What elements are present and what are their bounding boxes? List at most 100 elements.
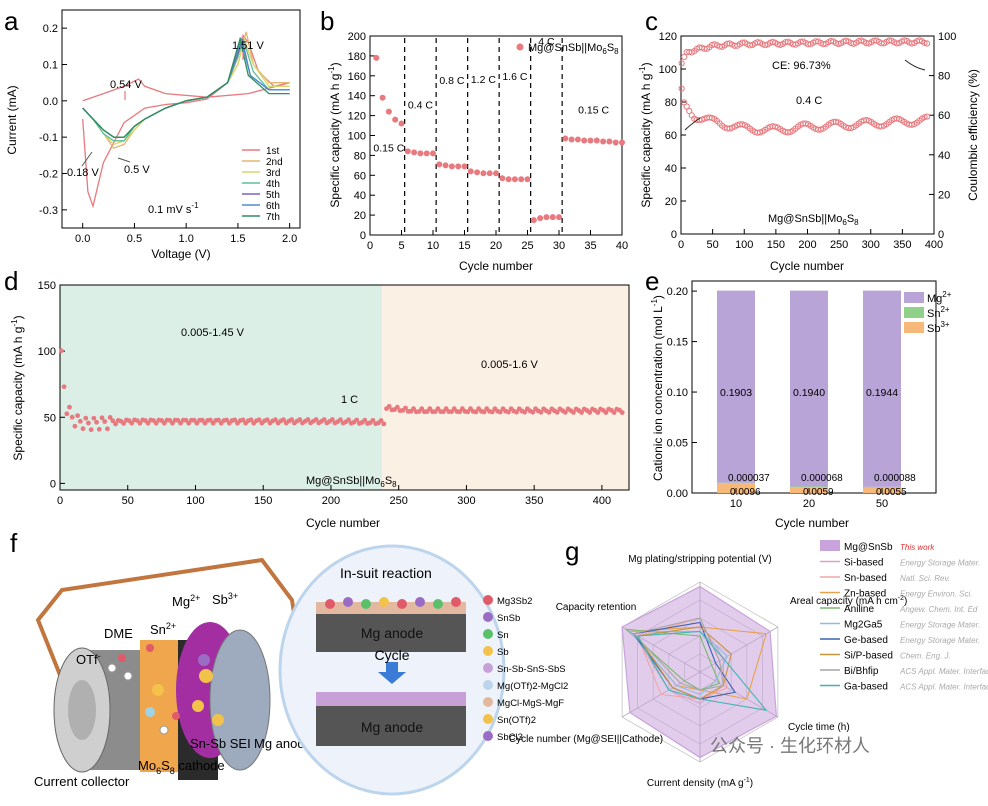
panel-b-point <box>385 108 392 115</box>
panel-d-plot-frame <box>59 284 630 491</box>
panel-c-ce-point <box>893 40 900 47</box>
panel-d-xtick-label: 100 <box>186 495 204 507</box>
panel-d-point <box>216 417 221 423</box>
panel-b-xtick-label: 15 <box>458 240 470 252</box>
panel-d-point <box>506 409 511 415</box>
panel-a-legend-label: 7th <box>266 212 280 223</box>
panel-d-point <box>562 409 568 415</box>
panel-b-xtick-label: 10 <box>427 240 439 252</box>
panel-d-region-2 <box>382 285 629 490</box>
panel-g-legend-swatch <box>820 540 840 551</box>
panel-d-point <box>264 417 270 423</box>
panel-b-xtick-label: 25 <box>521 240 533 252</box>
panel-b-xticks: 0 5 10 15 20 25 30 35 40 <box>367 230 628 252</box>
panel-a-xtick-label: 1.0 <box>179 233 194 245</box>
panel-d-point <box>232 417 238 423</box>
panel-d-ytick-label: 0 <box>50 478 56 490</box>
panel-d-xlabel: Cycle number <box>306 516 380 530</box>
panel-a-curve-3rd <box>82 36 290 146</box>
panel-g-legend-name: Si-based <box>844 558 883 569</box>
panel-d-point <box>603 410 609 415</box>
panel-c-ytick-label: 0 <box>671 229 677 241</box>
panel-c-xtick-label: 150 <box>767 239 785 251</box>
panel-f-sei-top <box>316 602 466 614</box>
panel-a: a 0.20.10.0-0.1-0.2-0.3 0.0 0.5 1.0 1.5 2.0 … <box>4 6 301 261</box>
panel-d-point <box>289 417 295 423</box>
panel-c-ylabel: Specific capacity (mA h g-1) <box>638 62 653 207</box>
panel-c-ytick-label: 60 <box>665 130 677 142</box>
panel-d-rate-label: 1 C <box>341 394 358 406</box>
panel-e-legend: Mg2+Sn2+Sb3+ <box>904 290 952 335</box>
panel-c-ytick-label: 20 <box>665 196 677 208</box>
panel-c-xtick-label: 250 <box>830 239 848 251</box>
panel-e-legend-label: Sb3+ <box>927 320 950 335</box>
panel-b-point <box>411 149 418 156</box>
panel-b-ytick-label: 20 <box>354 210 366 222</box>
panel-b-point <box>581 137 588 144</box>
panel-d-point <box>248 417 254 423</box>
panel-d-xtick-label: 250 <box>390 495 408 507</box>
panel-f-sb: Sb3+ <box>212 591 238 607</box>
panel-e: e 0.00 0.05 0.10 0.15 0.20 0.1903 0.000037 0.0… <box>645 266 952 530</box>
panel-f-legend-swatch <box>483 663 493 673</box>
panel-f-mg-anode: Mg anode <box>254 736 312 751</box>
panel-c-capacity-point <box>921 114 928 121</box>
panel-c-xtick-label: 350 <box>893 239 911 251</box>
panel-d-point <box>571 409 576 415</box>
panel-f-dme: DME <box>104 626 133 641</box>
panel-g-legend-name: Ga-based <box>844 682 888 693</box>
panel-a-curve-1st <box>82 33 290 209</box>
panel-e-bar-mg <box>790 290 828 487</box>
panel-d-point <box>538 409 544 415</box>
panel-c-capacity-point <box>802 120 809 127</box>
panel-f-anode-top <box>316 612 466 652</box>
panel-g-legend-ref: ACS Appl. Mater. Interfaces <box>899 667 988 676</box>
panel-d-point <box>522 409 528 415</box>
panel-b-point <box>493 170 499 177</box>
panel-d-point <box>153 420 159 426</box>
panel-d-point <box>161 420 167 426</box>
panel-b-point <box>404 148 411 155</box>
panel-b-xtick-label: 20 <box>490 240 502 252</box>
panel-b-xtick-label: 30 <box>553 240 565 252</box>
panel-b-point <box>593 137 600 144</box>
panel-d-point <box>91 415 97 421</box>
panel-g-letter: g <box>565 536 579 566</box>
panel-b-ytick-label: 60 <box>354 170 366 182</box>
panel-g-axis-label: Cycle time (h) <box>788 722 850 733</box>
panel-f-mg-anode-top: Mg anode <box>361 625 423 641</box>
panel-d-ytick-label: 50 <box>44 412 56 424</box>
panel-g-series-Ga-based <box>636 630 768 712</box>
panel-c-y2tick-label: 40 <box>938 150 950 162</box>
panel-b-rate-label: 0.15 C <box>373 142 404 154</box>
panel-c-ce-point <box>827 37 835 45</box>
panel-f: f OTf- DME Sn2+ <box>10 528 568 796</box>
panel-g-axis-label: Mg plating/stripping potential (V) <box>628 554 771 565</box>
panel-a-xticks: 0.0 0.5 1.0 1.5 2.0 <box>75 223 297 245</box>
panel-d-point <box>329 417 335 422</box>
panel-b-ytick-label: 0 <box>360 230 366 242</box>
panel-c-ce-point <box>842 37 850 44</box>
panel-e-ytick-label: 0.05 <box>667 438 688 450</box>
panel-g-series-Mg2Ga5 <box>628 630 728 696</box>
panel-c-capacity-point <box>678 85 685 92</box>
panel-e-value-mg: 0.1903 <box>720 387 752 399</box>
panel-b-xtick-label: 0 <box>367 240 373 252</box>
panel-c-y2tick-label: 20 <box>938 189 950 201</box>
panel-d-point <box>554 409 560 415</box>
panel-c-ce-point <box>769 38 776 45</box>
panel-d-point <box>61 384 67 390</box>
panel-d-point <box>105 426 110 432</box>
panel-b-rate-label: 0.15 C <box>578 105 609 117</box>
panel-d-point <box>579 410 584 415</box>
panel-d-point <box>419 406 425 412</box>
panel-g-legend-name: Sn-based <box>844 573 887 584</box>
panel-f-mg-anode-bottom: Mg anode <box>361 719 423 735</box>
panel-d-point <box>465 409 471 415</box>
panel-e-bar-sn <box>863 486 901 488</box>
panel-b-point <box>486 170 493 177</box>
panel-d-point <box>72 423 78 429</box>
panel-a-ytick-label: -0.1 <box>39 132 58 144</box>
panel-b-ytick-label: 140 <box>348 91 366 103</box>
panel-f-anode-bottom <box>316 706 466 746</box>
